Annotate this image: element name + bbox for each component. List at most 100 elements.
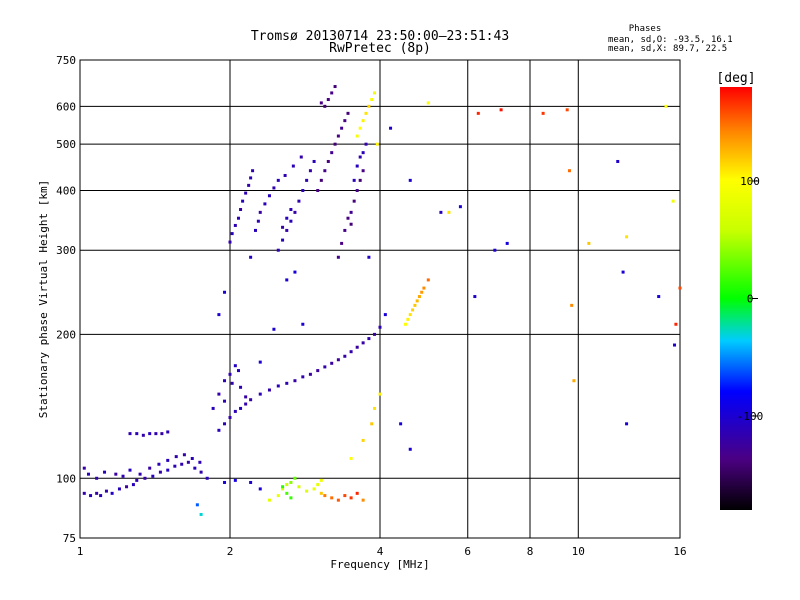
data-point — [370, 98, 374, 102]
data-point — [99, 494, 103, 498]
data-point — [422, 286, 426, 290]
data-point — [86, 472, 90, 476]
stats-heading: Phases — [629, 24, 662, 34]
data-point — [308, 372, 312, 376]
data-point — [95, 491, 99, 495]
data-point — [193, 466, 197, 470]
y-tick-label: 100 — [56, 472, 76, 485]
data-points — [82, 85, 682, 516]
data-point — [276, 178, 280, 182]
data-point — [458, 205, 462, 209]
data-point — [316, 188, 320, 192]
data-point — [256, 219, 260, 223]
data-point — [305, 178, 309, 182]
x-tick-label: 1 — [77, 545, 84, 558]
data-point — [541, 111, 545, 115]
data-point — [505, 241, 509, 245]
data-point — [297, 199, 301, 203]
y-tick-label: 75 — [63, 532, 76, 545]
data-point — [285, 483, 289, 487]
y-tick-label: 300 — [56, 244, 76, 257]
data-point — [103, 470, 107, 474]
data-point — [378, 392, 382, 396]
data-point — [158, 470, 162, 474]
data-point — [375, 142, 379, 146]
data-point — [361, 341, 365, 345]
x-tick-label: 16 — [673, 545, 686, 558]
colorbar-gradient — [720, 87, 752, 510]
colorbar-label: [deg] — [716, 71, 755, 86]
data-point — [141, 433, 145, 437]
data-point — [157, 462, 161, 466]
data-point — [361, 151, 365, 155]
data-point — [180, 462, 184, 466]
data-point — [128, 432, 132, 436]
phase-stats: Phases mean, sd,O: -93.5, 16.1 mean, sd,… — [608, 24, 733, 54]
data-point — [330, 361, 334, 365]
colorbar-tick-label: 0 — [747, 293, 754, 306]
data-point — [330, 91, 334, 95]
data-point — [349, 496, 353, 500]
data-point — [131, 483, 135, 487]
data-point — [349, 456, 353, 460]
data-point — [160, 432, 164, 436]
data-point — [249, 255, 253, 259]
data-point — [678, 286, 682, 290]
data-point — [340, 126, 344, 130]
data-point — [349, 350, 353, 354]
data-point — [674, 322, 678, 326]
data-point — [138, 472, 142, 476]
data-point — [447, 210, 451, 214]
data-point — [367, 337, 371, 341]
data-point — [239, 385, 243, 389]
data-point — [336, 134, 340, 138]
grid-lines — [80, 60, 680, 538]
data-point — [367, 255, 371, 259]
data-point — [361, 119, 365, 123]
data-point — [323, 104, 327, 108]
data-point — [358, 155, 362, 159]
data-point — [217, 313, 221, 317]
y-tick-label: 600 — [56, 100, 76, 113]
x-tick-label: 2 — [227, 545, 234, 558]
data-point — [267, 388, 271, 392]
data-point — [223, 422, 227, 426]
data-point — [198, 460, 202, 464]
data-point — [664, 104, 668, 108]
data-point — [358, 126, 362, 130]
y-tick-label: 750 — [56, 54, 76, 67]
colorbar-ticks: 100 0 -100 — [737, 175, 764, 423]
data-point — [367, 104, 371, 108]
stats-line-x: mean, sd,X: 89.7, 22.5 — [608, 44, 727, 54]
data-point — [230, 381, 234, 385]
data-point — [319, 478, 323, 482]
data-point — [293, 270, 297, 274]
data-point — [82, 491, 86, 495]
data-point — [616, 159, 620, 163]
data-point — [199, 512, 203, 516]
data-point — [223, 379, 227, 383]
data-point — [293, 210, 297, 214]
data-point — [408, 313, 412, 317]
x-tick-label: 4 — [377, 545, 384, 558]
data-point — [358, 178, 362, 182]
y-axis-ticks: 75 100 200 300 400 500 600 750 — [56, 54, 76, 545]
data-point — [567, 169, 571, 173]
data-point — [312, 487, 316, 491]
data-point — [281, 485, 285, 489]
data-point — [349, 222, 353, 226]
data-point — [249, 480, 253, 484]
y-tick-label: 500 — [56, 138, 76, 151]
data-point — [95, 476, 99, 480]
data-point — [319, 178, 323, 182]
data-point — [370, 422, 374, 426]
data-point — [293, 476, 297, 480]
data-point — [673, 343, 677, 347]
data-point — [373, 91, 377, 95]
data-point — [223, 480, 227, 484]
colorbar-tick-label: -100 — [737, 410, 764, 423]
data-point — [263, 202, 267, 206]
data-point — [190, 456, 194, 460]
data-point — [621, 270, 625, 274]
data-point — [301, 375, 305, 379]
